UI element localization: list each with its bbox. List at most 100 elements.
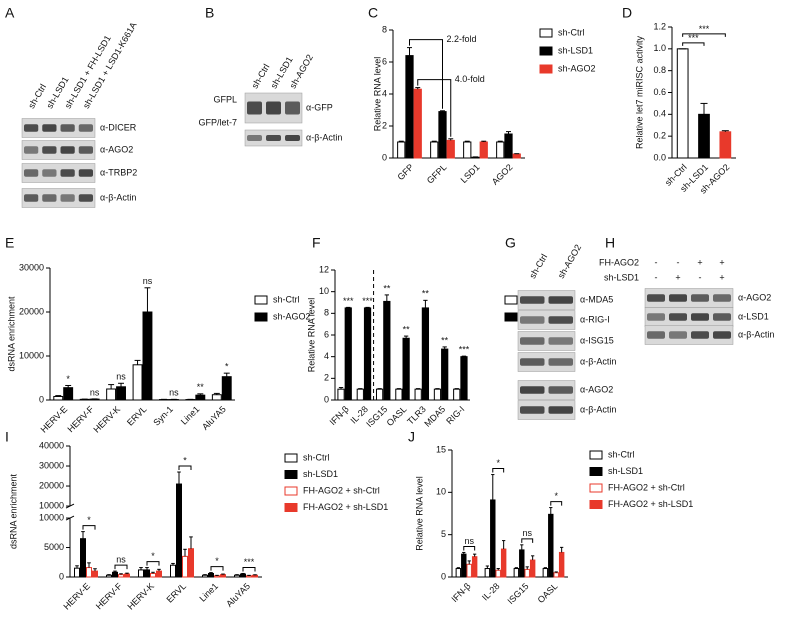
x-tick-label: OASL xyxy=(536,581,560,605)
legend-swatch xyxy=(254,295,268,305)
bar xyxy=(234,574,240,578)
blot-band xyxy=(647,294,665,302)
blot-strip xyxy=(517,380,576,400)
y-axis-label: dsRNA enrichment xyxy=(8,473,18,549)
x-tick-label: AluYA5 xyxy=(224,581,252,609)
bar xyxy=(553,572,559,578)
left-label: GFPL xyxy=(213,94,237,104)
legend-swatch xyxy=(589,500,603,509)
bar xyxy=(112,571,118,578)
y-tick-label: 0 xyxy=(324,394,329,404)
significance: *** xyxy=(688,33,699,43)
y-tick-label: 2 xyxy=(382,120,387,130)
blot-band xyxy=(669,313,687,321)
bar xyxy=(150,572,156,578)
y-tick-label: 8 xyxy=(382,24,387,34)
blot-band xyxy=(520,316,545,324)
condition-sign: - xyxy=(655,272,658,282)
x-tick-label: IL-28 xyxy=(480,581,502,603)
blot-band xyxy=(548,316,573,324)
bar xyxy=(116,386,126,401)
x-tick-label: AluYA5 xyxy=(200,404,228,432)
y-tick-label: 10000 xyxy=(39,500,64,510)
bar xyxy=(252,574,258,578)
blot-band xyxy=(266,135,281,141)
legend-label: FH-AGO2 + sh-Ctrl xyxy=(608,482,685,492)
blot-band xyxy=(713,294,731,302)
legend-label: FH-AGO2 + sh-LSD1 xyxy=(608,499,693,509)
row-label: α-RIG-I xyxy=(580,314,610,324)
blot-band xyxy=(60,194,75,202)
blot-strip xyxy=(21,188,96,208)
legend-swatch xyxy=(284,503,298,512)
legend-label: FH-AGO2 + sh-Ctrl xyxy=(303,485,380,495)
panel-letter: B xyxy=(205,5,214,21)
blot-band xyxy=(669,331,687,339)
y-tick-label: 5000 xyxy=(44,542,64,552)
bar xyxy=(363,307,372,401)
blot-band xyxy=(520,386,545,394)
y-tick-label: 6 xyxy=(324,329,329,339)
bar xyxy=(106,574,112,578)
x-tick-label: ERVL xyxy=(125,404,149,428)
blot-band xyxy=(78,194,93,202)
panel-letter: D xyxy=(622,5,632,21)
bar xyxy=(455,568,462,578)
sig-bracket xyxy=(114,564,128,570)
y-tick-label: 20000 xyxy=(39,480,64,490)
legend-label: sh-LSD1 xyxy=(558,45,593,55)
bar xyxy=(156,570,162,578)
significance: *** xyxy=(362,296,373,306)
blot-band xyxy=(247,101,262,115)
significance: * xyxy=(183,455,187,465)
bar xyxy=(132,364,143,401)
significance: * xyxy=(554,491,558,501)
bar xyxy=(512,153,521,159)
legend-swatch xyxy=(589,450,603,460)
bar xyxy=(453,388,461,401)
x-tick-label: HERV-F xyxy=(65,404,96,435)
panel-letter: C xyxy=(368,5,378,21)
bar xyxy=(92,570,98,578)
row-label: α-AGO2 xyxy=(580,384,613,394)
sig-bracket xyxy=(210,566,224,571)
x-tick-label: ERVL xyxy=(165,581,189,605)
condition-label: sh-LSD1 xyxy=(604,272,639,282)
bar xyxy=(208,572,214,578)
legend-swatch xyxy=(284,453,298,463)
bar xyxy=(188,548,194,578)
blot-band xyxy=(548,358,573,366)
sig-bracket xyxy=(146,561,160,566)
y-axis-label: Relative RNA level xyxy=(372,57,382,132)
row-label: α-β-Actin xyxy=(100,192,136,202)
bar xyxy=(548,513,554,578)
legend-swatch xyxy=(539,46,553,56)
blot-strip xyxy=(644,325,734,345)
row-label: α-AGO2 xyxy=(738,292,771,302)
significance: ns xyxy=(169,388,179,398)
blot-band xyxy=(60,146,75,154)
bar xyxy=(383,300,391,401)
blot-band xyxy=(24,169,39,177)
legend-label: sh-LSD1 xyxy=(608,466,643,476)
bar xyxy=(220,574,226,578)
blot-band xyxy=(42,146,57,154)
significance: *** xyxy=(244,557,255,567)
blot-band xyxy=(520,358,545,366)
y-tick-label: 12 xyxy=(319,264,329,274)
y-tick-label: 10000 xyxy=(19,350,44,360)
bar xyxy=(53,395,64,401)
y-tick-label: 4 xyxy=(382,88,387,98)
significance: * xyxy=(215,556,219,566)
significance: * xyxy=(225,362,229,372)
row-label: α-DICER xyxy=(100,122,137,132)
bar xyxy=(719,131,732,159)
condition-sign: + xyxy=(675,272,680,282)
significance: *** xyxy=(459,345,470,355)
legend-swatch xyxy=(504,312,518,322)
legend-label: sh-Ctrl xyxy=(608,449,635,459)
blot-strip xyxy=(517,290,576,310)
bar xyxy=(246,575,252,578)
bar xyxy=(524,568,530,578)
bar xyxy=(529,559,536,578)
